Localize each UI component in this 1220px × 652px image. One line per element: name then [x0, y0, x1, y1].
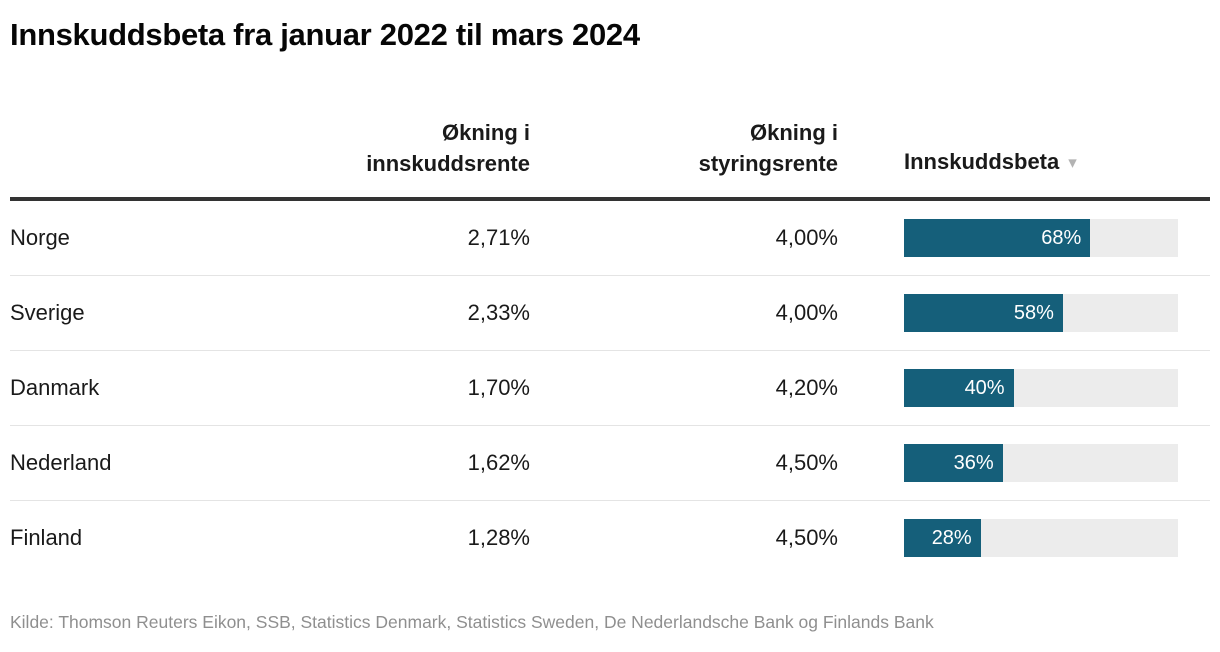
bar-track: 40% [904, 369, 1178, 407]
table-header-row: Økning i innskuddsrente Økning i styring… [10, 117, 1210, 201]
country-cell: Finland [10, 525, 83, 550]
table-body: Norge 2,71% 4,00% 68% Sverige 2,33% 4,00… [10, 201, 1210, 575]
policy-rate-increase-cell: 4,50% [775, 450, 838, 475]
deposit-beta-cell: 58% [838, 294, 1210, 332]
source-note: Kilde: Thomson Reuters Eikon, SSB, Stati… [10, 612, 934, 632]
table-chart: Innskuddsbeta fra januar 2022 til mars 2… [10, 0, 1210, 633]
bar-fill: 58% [904, 294, 1063, 332]
page-title: Innskuddsbeta fra januar 2022 til mars 2… [10, 17, 640, 52]
deposit-rate-increase-cell: 1,62% [467, 450, 530, 475]
table-row: Nederland 1,62% 4,50% 36% [10, 425, 1210, 500]
bar-value-label: 36% [953, 451, 994, 474]
policy-rate-increase-cell: 4,00% [775, 225, 838, 250]
sort-descending-icon: ▾ [1068, 153, 1077, 172]
bar-value-label: 28% [931, 526, 972, 549]
country-cell: Sverige [10, 300, 85, 325]
deposit-rate-increase-cell: 1,70% [467, 375, 530, 400]
bar-track: 58% [904, 294, 1178, 332]
deposit-rate-increase-cell: 2,71% [467, 225, 530, 250]
deposit-rate-increase-cell: 2,33% [467, 300, 530, 325]
table-row: Norge 2,71% 4,00% 68% [10, 201, 1210, 275]
bar-fill: 68% [904, 219, 1091, 257]
bar-track: 36% [904, 444, 1178, 482]
deposit-beta-cell: 36% [838, 444, 1210, 482]
policy-rate-increase-cell: 4,50% [775, 525, 838, 550]
deposit-beta-cell: 28% [838, 519, 1210, 557]
bar-value-label: 40% [964, 376, 1005, 399]
column-header-deposit-beta-label: Innskuddsbeta [904, 149, 1060, 174]
country-cell: Norge [10, 225, 70, 250]
column-header-deposit-beta[interactable]: Innskuddsbeta ▾ [838, 146, 1210, 179]
deposit-beta-cell: 68% [838, 219, 1210, 257]
deposit-rate-increase-cell: 1,28% [467, 525, 530, 550]
table-row: Sverige 2,33% 4,00% 58% [10, 275, 1210, 350]
deposit-beta-cell: 40% [838, 369, 1210, 407]
policy-rate-increase-cell: 4,00% [775, 300, 838, 325]
column-header-deposit-rate-increase: Økning i innskuddsrente [366, 120, 530, 176]
table-row: Finland 1,28% 4,50% 28% [10, 500, 1210, 575]
column-header-policy-rate-increase: Økning i styringsrente [698, 120, 838, 176]
bar-track: 68% [904, 219, 1178, 257]
bar-fill: 28% [904, 519, 981, 557]
bar-fill: 40% [904, 369, 1014, 407]
country-cell: Danmark [10, 375, 100, 400]
table-row: Danmark 1,70% 4,20% 40% [10, 350, 1210, 425]
bar-value-label: 68% [1041, 226, 1082, 249]
bar-fill: 36% [904, 444, 1003, 482]
bar-track: 28% [904, 519, 1178, 557]
policy-rate-increase-cell: 4,20% [775, 375, 838, 400]
country-cell: Nederland [10, 450, 112, 475]
bar-value-label: 58% [1013, 301, 1054, 324]
